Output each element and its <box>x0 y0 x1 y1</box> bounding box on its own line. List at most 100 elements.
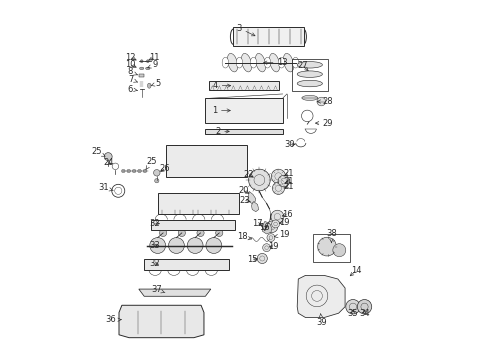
Ellipse shape <box>264 57 271 68</box>
Ellipse shape <box>297 71 322 77</box>
Circle shape <box>147 60 149 63</box>
Text: 36: 36 <box>106 315 121 324</box>
Polygon shape <box>139 289 211 296</box>
Circle shape <box>257 253 268 264</box>
Text: 7: 7 <box>128 75 137 84</box>
Circle shape <box>278 175 290 187</box>
Text: 9: 9 <box>147 60 158 69</box>
Circle shape <box>271 220 280 228</box>
Polygon shape <box>166 145 247 177</box>
Polygon shape <box>205 98 283 123</box>
Circle shape <box>169 238 184 253</box>
Circle shape <box>266 221 278 233</box>
Text: 35: 35 <box>348 309 358 318</box>
Circle shape <box>271 210 284 223</box>
Circle shape <box>248 169 270 191</box>
Text: 25: 25 <box>146 157 157 170</box>
Text: 21: 21 <box>284 181 294 191</box>
Ellipse shape <box>250 57 257 68</box>
Ellipse shape <box>225 100 238 117</box>
Circle shape <box>143 169 147 173</box>
Circle shape <box>263 244 270 252</box>
Circle shape <box>132 169 136 173</box>
Circle shape <box>104 153 112 161</box>
Ellipse shape <box>209 100 221 117</box>
Text: 33: 33 <box>149 241 160 250</box>
Circle shape <box>155 179 159 183</box>
Polygon shape <box>209 81 279 90</box>
Text: 32: 32 <box>149 219 160 228</box>
Text: 26: 26 <box>160 164 171 173</box>
Circle shape <box>122 169 125 173</box>
Ellipse shape <box>270 53 280 72</box>
Ellipse shape <box>227 53 238 72</box>
Ellipse shape <box>210 103 220 114</box>
Text: 32: 32 <box>149 259 160 268</box>
Text: 19: 19 <box>274 230 289 239</box>
Text: 22: 22 <box>244 170 254 179</box>
Text: 16: 16 <box>282 210 293 219</box>
Circle shape <box>267 234 275 242</box>
Circle shape <box>346 300 360 314</box>
Ellipse shape <box>293 57 299 68</box>
Text: 27: 27 <box>297 61 308 71</box>
Text: 20: 20 <box>238 186 249 194</box>
Ellipse shape <box>222 57 229 68</box>
Text: 19: 19 <box>269 242 279 251</box>
Ellipse shape <box>146 67 150 69</box>
Ellipse shape <box>297 80 322 87</box>
Text: 29: 29 <box>316 118 333 127</box>
Text: 6: 6 <box>128 85 137 94</box>
Text: 11: 11 <box>149 53 160 62</box>
Circle shape <box>272 182 285 194</box>
Circle shape <box>318 237 337 256</box>
Text: 21: 21 <box>284 177 294 186</box>
Ellipse shape <box>206 146 220 170</box>
Text: 3: 3 <box>237 23 255 36</box>
Text: 31: 31 <box>98 184 113 192</box>
Ellipse shape <box>261 103 270 114</box>
Ellipse shape <box>227 103 236 114</box>
Ellipse shape <box>278 57 285 68</box>
Text: 1: 1 <box>212 106 230 115</box>
Polygon shape <box>297 275 345 318</box>
Polygon shape <box>262 221 272 234</box>
Text: 8: 8 <box>128 68 137 77</box>
Circle shape <box>333 244 346 257</box>
Ellipse shape <box>297 62 322 68</box>
Text: 13: 13 <box>264 58 288 67</box>
Text: 23: 23 <box>239 196 250 204</box>
Polygon shape <box>150 220 235 230</box>
Polygon shape <box>139 74 144 77</box>
Circle shape <box>178 229 185 237</box>
Ellipse shape <box>236 57 243 68</box>
Text: 17: 17 <box>252 219 263 228</box>
Text: 16: 16 <box>260 223 270 232</box>
Text: 2: 2 <box>216 127 229 136</box>
Circle shape <box>138 169 141 173</box>
Circle shape <box>206 238 222 253</box>
Ellipse shape <box>242 53 252 72</box>
Circle shape <box>357 300 372 314</box>
Circle shape <box>271 169 286 184</box>
Polygon shape <box>248 192 256 203</box>
Ellipse shape <box>147 83 151 88</box>
Text: 39: 39 <box>316 314 327 327</box>
Text: 28: 28 <box>318 97 333 106</box>
Circle shape <box>317 97 326 106</box>
Polygon shape <box>158 193 239 214</box>
Ellipse shape <box>283 53 294 72</box>
Text: 5: 5 <box>151 79 161 88</box>
Circle shape <box>187 238 203 253</box>
Ellipse shape <box>302 95 318 100</box>
Polygon shape <box>251 202 259 212</box>
Text: 4: 4 <box>213 81 231 90</box>
Ellipse shape <box>255 53 266 72</box>
Text: 18: 18 <box>237 233 252 241</box>
Text: 19: 19 <box>279 218 289 227</box>
Polygon shape <box>233 27 303 46</box>
Text: 30: 30 <box>285 140 295 149</box>
Text: 15: 15 <box>247 256 257 264</box>
Polygon shape <box>119 305 204 338</box>
Text: 12: 12 <box>125 53 136 62</box>
